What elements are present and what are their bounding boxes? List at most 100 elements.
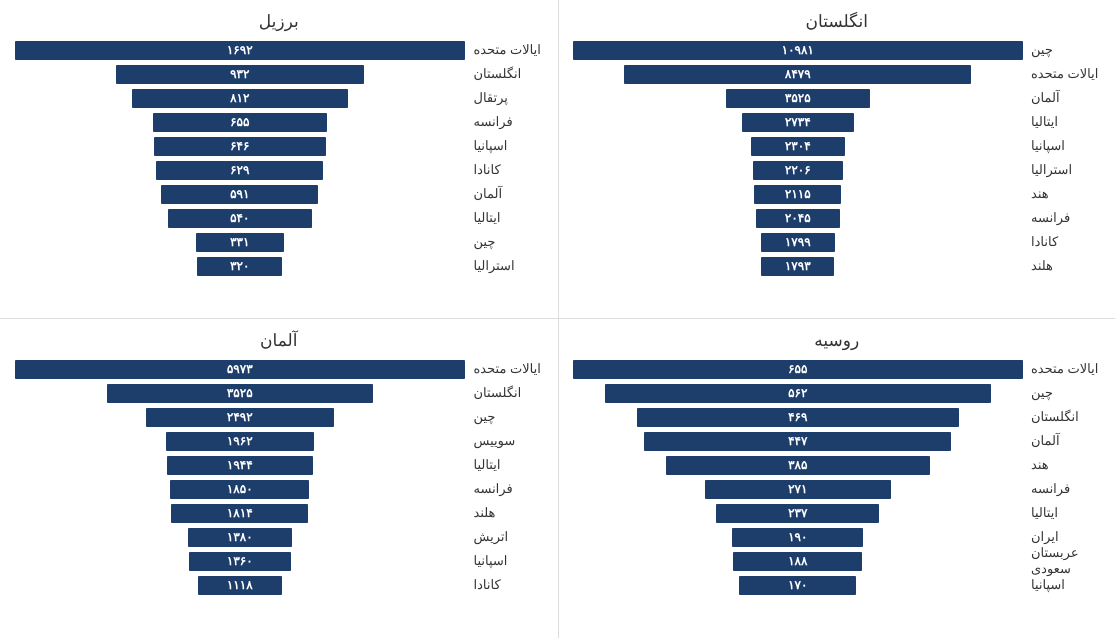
- row-label: هند: [1027, 186, 1105, 202]
- bar: ۱۸۱۴: [171, 504, 308, 523]
- bar: ۱۸۵۰: [170, 480, 309, 499]
- bar-row: ایالات متحده۶۵۵: [569, 357, 1106, 381]
- bar: ۱۰۹۸۱: [573, 41, 1023, 60]
- bar-area: ۵۹۱: [10, 182, 470, 206]
- row-label: ایالات متحده: [470, 361, 548, 377]
- bar-area: ۳۵۲۵: [10, 381, 470, 405]
- bar-area: ۱۱۱۸: [10, 573, 470, 597]
- row-label: آلمان: [470, 186, 548, 202]
- bar-row: استرالیا ۳۲۰: [10, 254, 548, 278]
- bar-area: ۱۶۹۲: [10, 38, 470, 62]
- bar-row: ایتالیا ۲۳۷: [569, 501, 1106, 525]
- bar: ۱۱۱۸: [198, 576, 282, 595]
- chart-grid: انگلستانچین۱۰۹۸۱ایالات متحده۸۴۷۹آلمان۳۵۲…: [0, 0, 1115, 638]
- bar-row: انگلستان۹۳۲: [10, 62, 548, 86]
- bar-area: ۳۵۲۵: [569, 86, 1028, 110]
- row-label: فرانسه: [1027, 210, 1105, 226]
- row-label: فرانسه: [1027, 481, 1105, 497]
- bar-row: پرتقال ۸۱۲: [10, 86, 548, 110]
- bar: ۳۸۵: [666, 456, 931, 475]
- bar-row: آلمان۵۹۱: [10, 182, 548, 206]
- row-label: پرتقال: [470, 90, 548, 106]
- row-label: چین: [470, 234, 548, 250]
- bar-area: ۶۵۵: [10, 110, 470, 134]
- bar-area: ۲۳۷: [569, 501, 1028, 525]
- panel-title: آلمان: [10, 331, 548, 351]
- bar-row: آلمان۳۵۲۵: [569, 86, 1106, 110]
- bar-row: اسپانیا۱۷۰: [569, 573, 1106, 597]
- funnel-panel: روسیه ایالات متحده۶۵۵چین۵۶۲انگلستان۴۶۹ آلم…: [558, 319, 1115, 638]
- bar-area: ۱۸۵۰: [10, 477, 470, 501]
- bar-area: ۳۸۵: [569, 453, 1028, 477]
- bar: ۲۳۰۴: [751, 137, 845, 156]
- bar: ۸۱۲: [132, 89, 348, 108]
- bar-row: فرانسه ۱۸۵۰: [10, 477, 548, 501]
- row-label: هند: [1027, 457, 1105, 473]
- bar-row: کانادا۱۷۹۹: [569, 230, 1106, 254]
- bar-row: فرانسه ۲۷۱: [569, 477, 1106, 501]
- bar-row: ایالات متحده۸۴۷۹: [569, 62, 1106, 86]
- row-label: ایتالیا: [470, 457, 548, 473]
- bar-row: فرانسه۶۵۵: [10, 110, 548, 134]
- bar-row: چین ۳۳۱: [10, 230, 548, 254]
- bar: ۲۱۱۵: [754, 185, 841, 204]
- bar-area: ۴۶۹: [569, 405, 1028, 429]
- bar: ۲۳۷: [716, 504, 879, 523]
- bar-area: ۹۳۲: [10, 62, 470, 86]
- bar-row: ایتالیا۲۷۳۴: [569, 110, 1106, 134]
- bar: ۳۳۱: [196, 233, 284, 252]
- row-label: ایتالیا: [1027, 114, 1105, 130]
- bar-area: ۲۱۱۵: [569, 182, 1028, 206]
- bar-row: چین ۲۴۹۲: [10, 405, 548, 429]
- row-label: اسپانیا: [470, 138, 548, 154]
- bar-row: هند ۲۱۱۵: [569, 182, 1106, 206]
- row-label: کانادا: [470, 577, 548, 593]
- bar-area: ۱۷۹۳: [569, 254, 1028, 278]
- panel-title: روسیه: [569, 331, 1106, 351]
- bar: ۲۷۱: [705, 480, 891, 499]
- bar: ۵۹۷۳: [15, 360, 465, 379]
- bar: ۲۴۹۲: [146, 408, 334, 427]
- bar: ۸۴۷۹: [624, 65, 971, 84]
- bar: ۱۶۹۲: [15, 41, 465, 60]
- bar-area: ۱۹۰: [569, 525, 1028, 549]
- bar-row: هند ۳۸۵: [569, 453, 1106, 477]
- row-label: انگلستان: [470, 385, 548, 401]
- bar: ۱۸۸: [733, 552, 862, 571]
- row-label: چین: [470, 409, 548, 425]
- bar: ۲۰۴۵: [756, 209, 840, 228]
- bar: ۶۵۵: [153, 113, 327, 132]
- bar-row: چین۱۰۹۸۱: [569, 38, 1106, 62]
- bar-row: استرالیا۲۲۰۶: [569, 158, 1106, 182]
- bar-row: اسپانیا۱۳۶۰: [10, 549, 548, 573]
- bar-area: ۲۲۰۶: [569, 158, 1028, 182]
- row-label: چین: [1027, 42, 1105, 58]
- bar-area: ۸۱۲: [10, 86, 470, 110]
- bar-row: سوییس۱۹۶۲: [10, 429, 548, 453]
- funnel-panel: آلمان ایالات متحده ۵۹۷۳ انگلستان۳۵۲۵چین ۲۴۹۲…: [0, 319, 558, 638]
- bar: ۱۳۸۰: [188, 528, 292, 547]
- row-label: ایتالیا: [1027, 505, 1105, 521]
- bar: ۵۶۲: [605, 384, 991, 403]
- bar-row: کانادا ۱۱۱۸: [10, 573, 548, 597]
- bar-area: ۵۴۰: [10, 206, 470, 230]
- bar-row: ایالات متحده ۵۹۷۳: [10, 357, 548, 381]
- bar-row: اتریش۱۳۸۰: [10, 525, 548, 549]
- bar-area: ۱۷۰: [569, 573, 1028, 597]
- row-label: استرالیا: [1027, 162, 1105, 178]
- bar: ۳۲۰: [197, 257, 282, 276]
- bar-row: چین۵۶۲: [569, 381, 1106, 405]
- row-label: فرانسه: [470, 481, 548, 497]
- bar: ۱۷۹۳: [761, 257, 834, 276]
- bar-area: ۱۸۸: [569, 549, 1028, 573]
- bar: ۹۳۲: [116, 65, 364, 84]
- row-label: ایتالیا: [470, 210, 548, 226]
- row-label: آلمان: [1027, 90, 1105, 106]
- row-label: کانادا: [1027, 234, 1105, 250]
- bar-row: انگلستان۴۶۹: [569, 405, 1106, 429]
- row-label: آلمان: [1027, 433, 1105, 449]
- panel-title: برزیل: [10, 12, 548, 32]
- bar-area: ۲۰۴۵: [569, 206, 1028, 230]
- bar-row: ایتالیا۵۴۰: [10, 206, 548, 230]
- row-label: استرالیا: [470, 258, 548, 274]
